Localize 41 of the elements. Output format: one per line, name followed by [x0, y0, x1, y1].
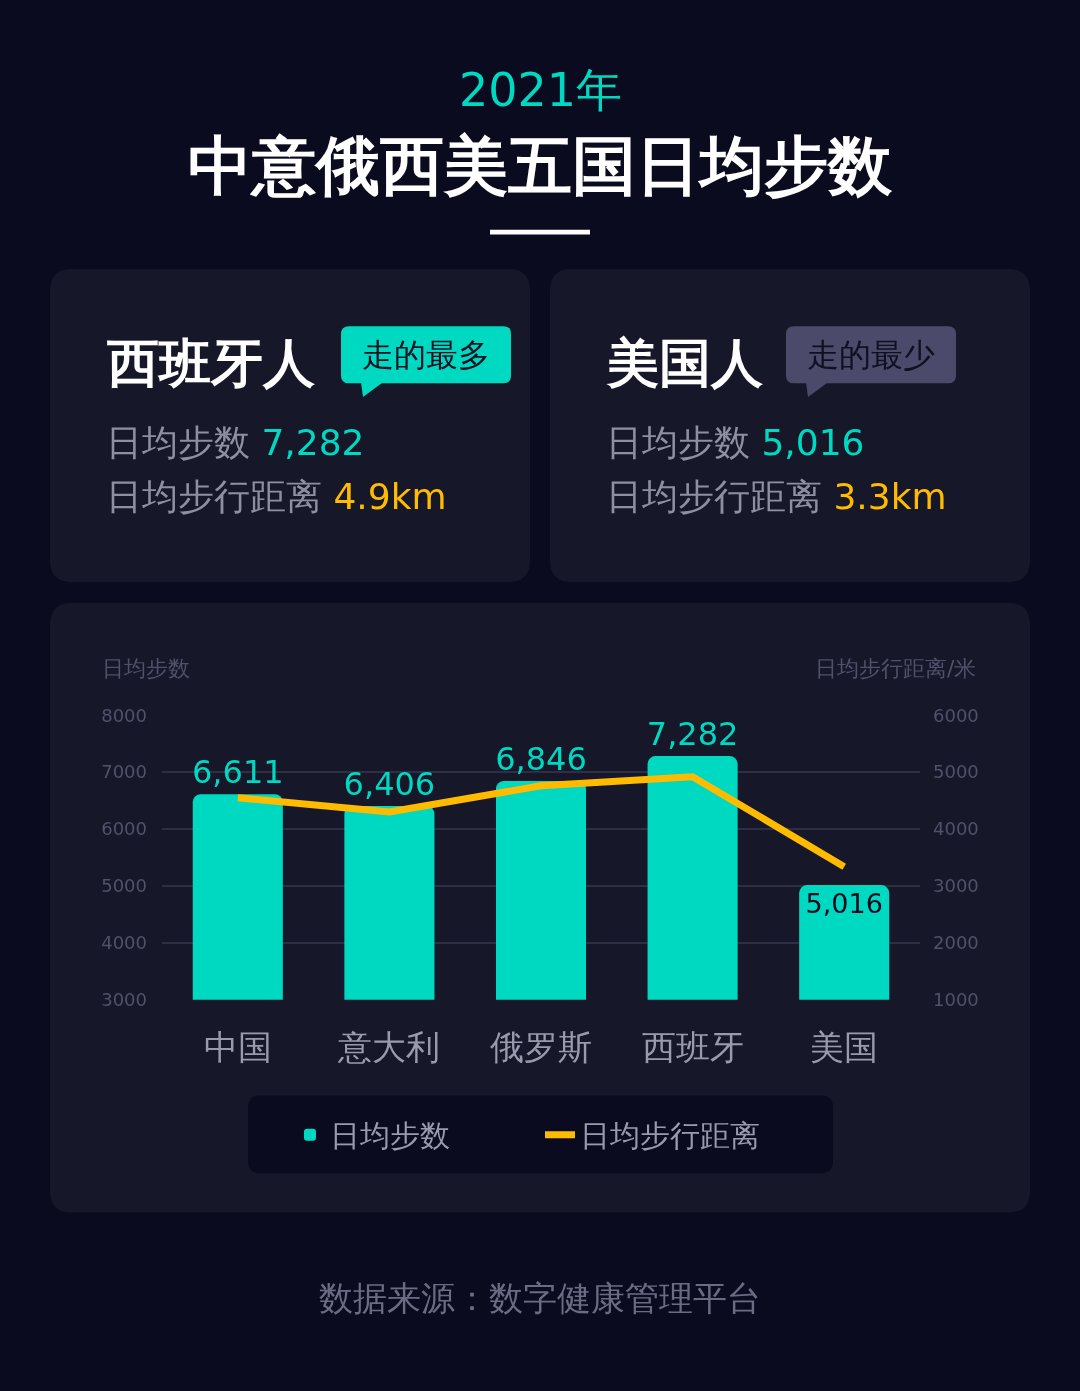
chart-subtitle: 2021年	[459, 63, 623, 117]
source-note: 数据来源：数字健康管理平台	[319, 1278, 761, 1318]
y2-tick-label: 4000	[933, 818, 979, 840]
x-tick-label: 中国	[203, 1026, 272, 1067]
text: 走的最少	[807, 336, 935, 374]
category-label: 日均步数	[606, 422, 750, 463]
y-tick-label: 6000	[101, 818, 147, 840]
y-tick-label: 5000	[101, 875, 147, 897]
category-label: 日均步行距离	[606, 476, 822, 517]
data-label: 7,282	[646, 715, 739, 754]
y2-tick-label: 5000	[933, 761, 979, 783]
chart-title: 中意俄西美五国日均步数	[188, 129, 893, 204]
x-tick-label: 意大利	[337, 1026, 441, 1067]
x-tick-label: 美国	[810, 1026, 879, 1067]
x-tick-label: 俄罗斯	[490, 1026, 592, 1067]
y2-axis-title: 日均步行距离/米	[815, 656, 977, 681]
y-axis-title: 日均步数	[102, 656, 190, 681]
y2-tick-label: 3000	[933, 875, 979, 897]
legend-label: 日均步数	[330, 1118, 450, 1154]
text: 美国人	[606, 333, 763, 393]
text: 7,282	[261, 422, 365, 463]
legend-label: 日均步行距离	[580, 1118, 760, 1154]
x-tick-label: 西班牙	[641, 1026, 744, 1067]
y-tick-label: 3000	[101, 989, 147, 1011]
data-label: 6,846	[495, 739, 587, 778]
y-tick-label: 4000	[101, 932, 147, 954]
text: 3.3km	[833, 476, 947, 517]
y-tick-label: 8000	[101, 704, 147, 726]
text: 5,016	[761, 422, 865, 463]
category-label: 日均步数	[106, 422, 250, 463]
y2-tick-label: 2000	[933, 932, 979, 954]
y2-tick-label: 6000	[933, 704, 979, 726]
data-label: 5,016	[805, 888, 883, 920]
y-tick-label: 7000	[101, 761, 147, 783]
category-label: 日均步行距离	[106, 476, 322, 517]
text: 走的最多	[362, 336, 490, 374]
y2-tick-label: 1000	[933, 989, 979, 1011]
data-label: 6,611	[192, 753, 284, 792]
data-label: 6,406	[343, 764, 436, 803]
text: 4.9km	[333, 476, 447, 517]
text: 西班牙人	[106, 333, 315, 393]
